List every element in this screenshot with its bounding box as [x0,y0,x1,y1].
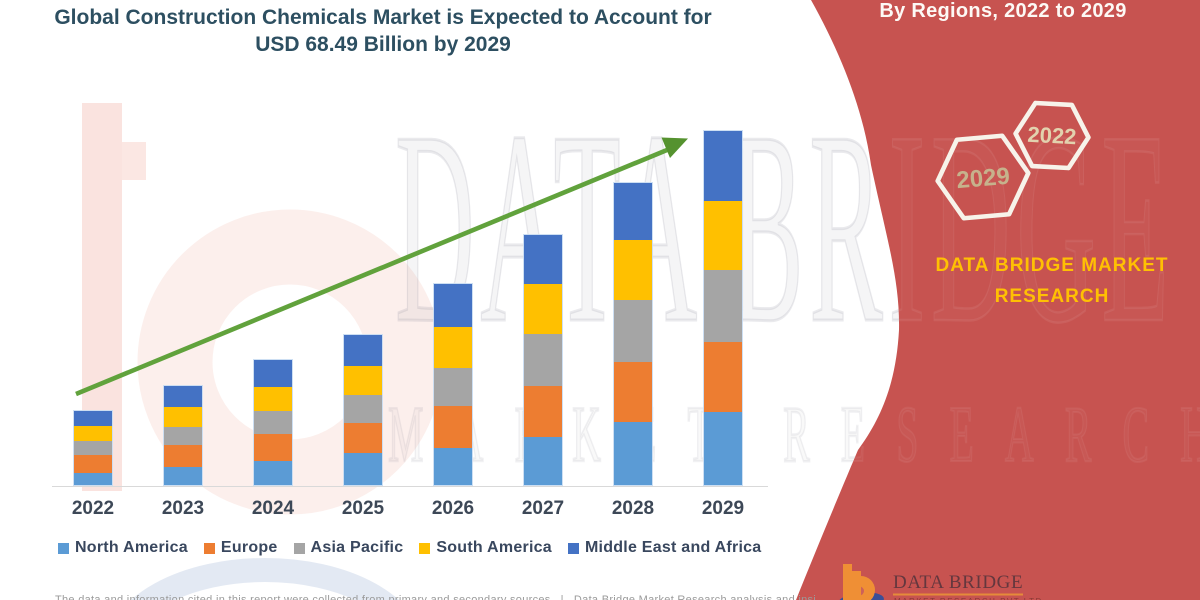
svg-text:MARKET RESEARCH PVT LTD: MARKET RESEARCH PVT LTD [894,597,1043,600]
svg-text:2029: 2029 [955,163,1011,195]
svg-text:DATA BRIDGE: DATA BRIDGE [893,572,1023,593]
svg-text:2022: 2022 [1027,122,1077,150]
